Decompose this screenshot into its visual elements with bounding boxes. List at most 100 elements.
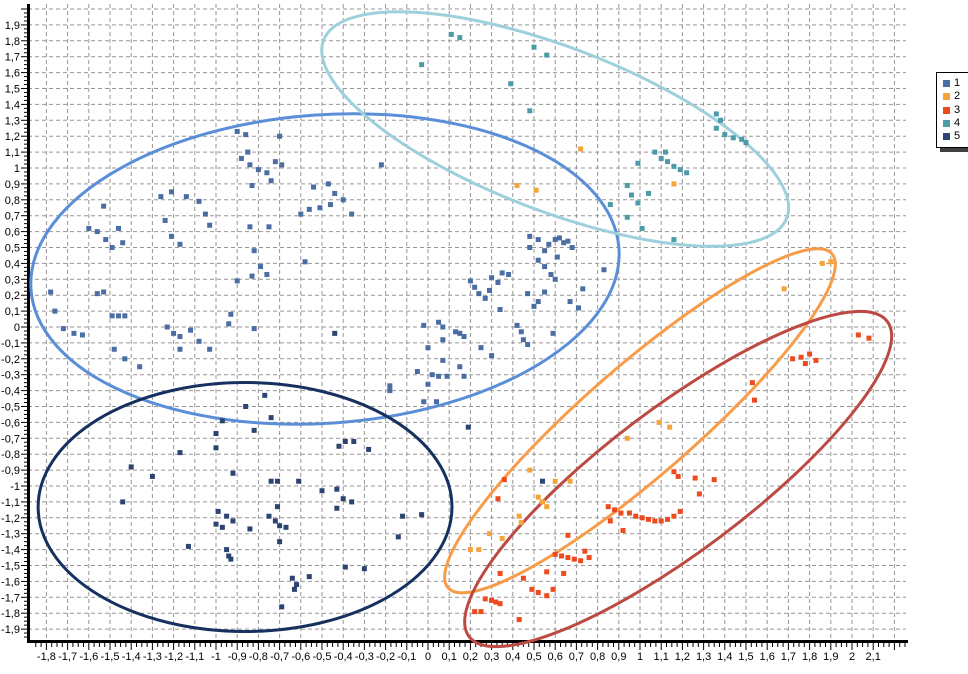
data-point[interactable]	[247, 224, 253, 230]
legend-item-1[interactable]: 1	[941, 77, 967, 90]
data-point[interactable]	[527, 467, 533, 473]
data-point[interactable]	[317, 205, 323, 211]
data-point[interactable]	[711, 477, 717, 483]
data-point[interactable]	[671, 181, 677, 187]
data-point[interactable]	[349, 211, 355, 217]
data-point[interactable]	[196, 198, 202, 204]
data-point[interactable]	[813, 357, 819, 363]
data-point[interactable]	[177, 241, 183, 247]
data-point[interactable]	[283, 524, 289, 530]
data-point[interactable]	[266, 224, 272, 230]
data-point[interactable]	[546, 241, 552, 247]
legend-item-4[interactable]: 4	[941, 117, 967, 130]
data-point[interactable]	[444, 373, 450, 379]
data-point[interactable]	[453, 329, 459, 335]
data-point[interactable]	[569, 245, 575, 250]
data-point[interactable]	[489, 353, 495, 359]
data-point[interactable]	[440, 324, 446, 330]
data-point[interactable]	[245, 149, 251, 155]
data-point[interactable]	[436, 319, 442, 325]
data-point[interactable]	[552, 551, 558, 557]
data-point[interactable]	[224, 513, 230, 519]
data-point[interactable]	[531, 303, 537, 309]
data-point[interactable]	[302, 259, 308, 265]
data-point[interactable]	[230, 470, 236, 476]
data-point[interactable]	[228, 311, 234, 317]
data-point[interactable]	[311, 184, 317, 190]
data-point[interactable]	[243, 132, 249, 138]
data-point[interactable]	[607, 518, 613, 524]
data-point[interactable]	[722, 132, 728, 138]
data-point[interactable]	[268, 178, 274, 184]
data-point[interactable]	[334, 505, 340, 511]
data-point[interactable]	[514, 182, 520, 188]
data-point[interactable]	[120, 499, 126, 505]
data-point[interactable]	[457, 35, 463, 41]
data-point[interactable]	[277, 539, 283, 545]
data-point[interactable]	[635, 200, 641, 206]
data-point[interactable]	[520, 337, 526, 343]
data-point[interactable]	[264, 272, 270, 278]
data-point[interactable]	[866, 335, 872, 341]
data-point[interactable]	[580, 286, 586, 292]
data-point[interactable]	[639, 515, 645, 521]
data-point[interactable]	[497, 570, 503, 576]
data-point[interactable]	[556, 235, 562, 241]
data-point[interactable]	[213, 521, 219, 527]
data-point[interactable]	[518, 329, 524, 335]
data-point[interactable]	[366, 446, 372, 452]
data-point[interactable]	[626, 510, 632, 516]
data-point[interactable]	[149, 473, 155, 479]
data-point[interactable]	[340, 197, 346, 203]
data-point[interactable]	[749, 380, 755, 386]
data-point[interactable]	[101, 203, 107, 209]
data-point[interactable]	[274, 478, 280, 484]
data-point[interactable]	[162, 217, 168, 223]
data-point[interactable]	[137, 364, 143, 370]
data-point[interactable]	[272, 518, 278, 524]
data-point[interactable]	[294, 582, 300, 588]
data-point[interactable]	[499, 270, 505, 276]
data-point[interactable]	[277, 523, 283, 529]
data-point[interactable]	[518, 520, 524, 526]
data-point[interactable]	[48, 289, 54, 295]
data-point[interactable]	[425, 345, 431, 351]
data-point[interactable]	[645, 516, 651, 522]
data-point[interactable]	[279, 162, 285, 168]
data-point[interactable]	[539, 499, 545, 505]
data-point[interactable]	[550, 330, 556, 336]
data-point[interactable]	[527, 245, 533, 250]
data-point[interactable]	[234, 278, 240, 284]
data-point[interactable]	[828, 259, 834, 265]
data-point[interactable]	[656, 419, 662, 425]
data-point[interactable]	[207, 222, 213, 228]
data-point[interactable]	[781, 286, 787, 292]
data-point[interactable]	[527, 108, 533, 114]
data-point[interactable]	[535, 237, 541, 243]
data-point[interactable]	[251, 248, 257, 254]
data-point[interactable]	[578, 146, 584, 152]
data-point[interactable]	[421, 322, 427, 328]
data-point[interactable]	[177, 334, 183, 340]
data-point[interactable]	[629, 192, 635, 198]
data-point[interactable]	[544, 52, 550, 58]
data-point[interactable]	[639, 225, 645, 231]
data-point[interactable]	[607, 202, 613, 208]
data-point[interactable]	[624, 435, 630, 441]
data-point[interactable]	[529, 586, 535, 592]
data-point[interactable]	[489, 597, 495, 603]
data-point[interactable]	[421, 399, 427, 405]
data-point[interactable]	[387, 383, 393, 389]
data-point[interactable]	[215, 508, 221, 514]
data-point[interactable]	[567, 478, 573, 484]
data-point[interactable]	[713, 125, 719, 131]
data-point[interactable]	[327, 202, 333, 208]
data-point[interactable]	[671, 163, 677, 169]
data-point[interactable]	[489, 275, 495, 281]
data-point[interactable]	[111, 346, 117, 352]
data-point[interactable]	[128, 464, 134, 470]
data-point[interactable]	[94, 229, 100, 235]
data-point[interactable]	[527, 233, 533, 239]
data-point[interactable]	[349, 499, 355, 505]
data-point[interactable]	[425, 381, 431, 387]
